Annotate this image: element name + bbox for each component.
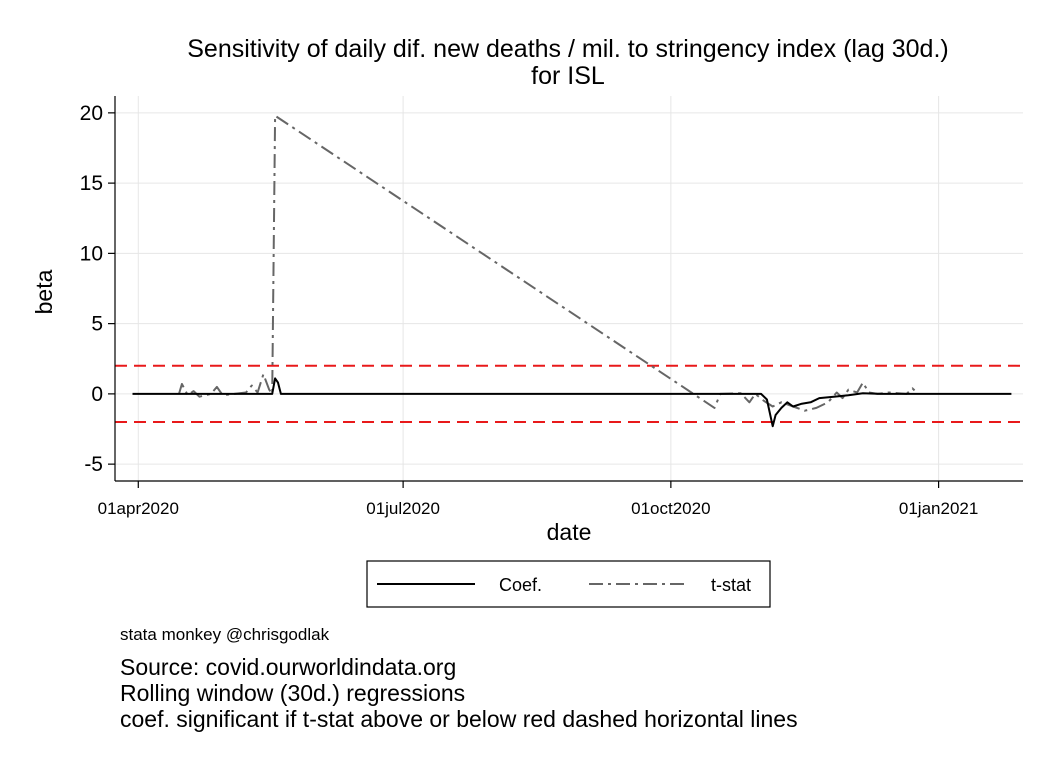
credit-note: stata monkey @chrisgodlak <box>120 625 330 644</box>
y-ticks: -5 0 5 10 15 20 <box>80 102 115 476</box>
x-axis-label: date <box>547 519 592 545</box>
chart: Sensitivity of daily dif. new deaths / m… <box>31 35 1023 608</box>
gridlines <box>115 96 1023 481</box>
x-tick-label: 01oct2020 <box>631 499 710 518</box>
series-line-coef <box>132 377 1012 428</box>
x-tick-label: 01jan2021 <box>899 499 978 518</box>
series-line-t-stat <box>178 114 919 412</box>
legend: Coef. t-stat <box>366 560 771 608</box>
series-lines <box>132 114 1012 428</box>
y-tick-label: -5 <box>84 453 103 476</box>
significance-note: coef. significant if t-stat above or bel… <box>120 706 798 732</box>
y-tick-label: 15 <box>80 172 103 195</box>
chart-title-line-1: Sensitivity of daily dif. new deaths / m… <box>187 35 948 63</box>
chart-title-line-2: for ISL <box>531 62 605 90</box>
y-axis-label: beta <box>31 269 57 314</box>
y-tick-label: 5 <box>91 313 103 336</box>
footer-notes: Source: covid.ourworldindata.org Rolling… <box>120 654 798 732</box>
y-tick-label: 20 <box>80 102 103 125</box>
method-note: Rolling window (30d.) regressions <box>120 680 466 706</box>
x-ticks: 01apr2020 01jul2020 01oct2020 01jan2021 <box>98 481 978 518</box>
legend-label-tstat: t-stat <box>711 575 751 595</box>
x-tick-label: 01jul2020 <box>366 499 440 518</box>
source-note: Source: covid.ourworldindata.org <box>120 654 457 680</box>
y-tick-label: 0 <box>91 383 103 406</box>
y-tick-label: 10 <box>80 242 103 265</box>
legend-label-coef: Coef. <box>499 575 542 595</box>
x-tick-label: 01apr2020 <box>98 499 179 518</box>
